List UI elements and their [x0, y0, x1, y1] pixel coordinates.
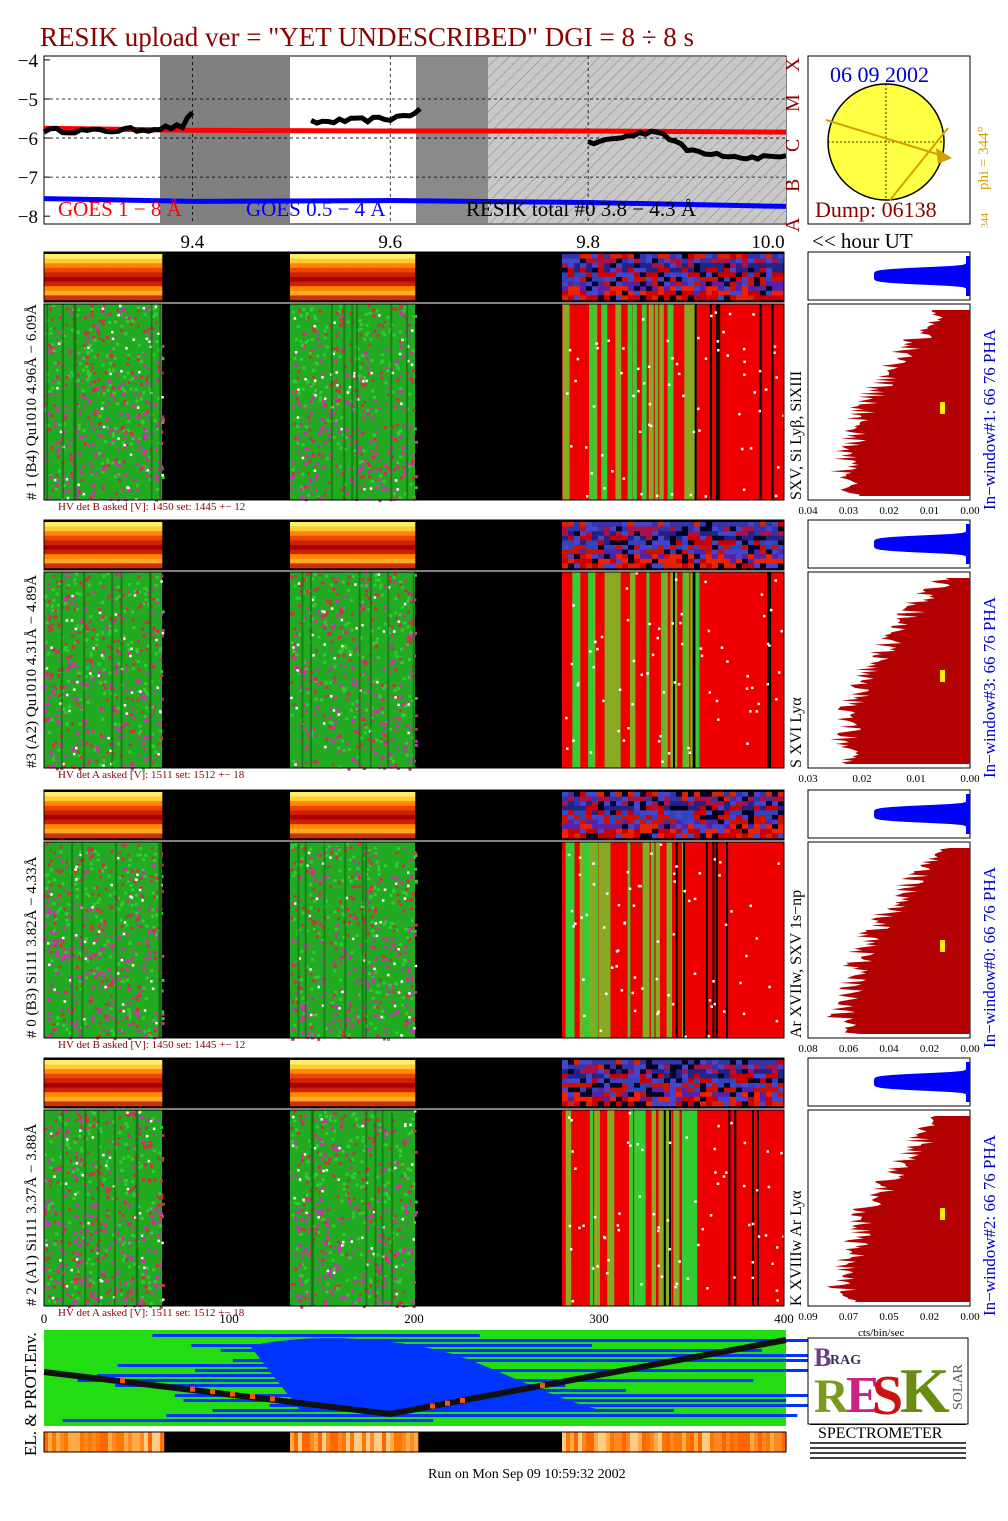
window-label: In−window#2: 66 76 PHA	[980, 1134, 999, 1316]
bin-tick-label: 0	[41, 1311, 48, 1326]
logo-text: SPECTROMETER	[818, 1425, 943, 1442]
hist-tick-label: 0.01	[920, 505, 939, 517]
hist-tick-label: 0.04	[798, 505, 818, 517]
x-tick-label: 9.4	[181, 232, 205, 253]
count-histogram	[830, 578, 970, 764]
hv-label: HV det A asked [V]: 1511 set: 1512 +− 18	[58, 769, 245, 781]
footer-run-info: Run on Mon Sep 09 10:59:32 2002	[428, 1467, 626, 1482]
hist-tick-label: 0.00	[960, 773, 980, 785]
spectra-channels: # 1 (B4) Qu1010 4.96Å − 6.09Å SXV, Si Lyβ…	[24, 251, 999, 1339]
goes-class-label: A	[782, 217, 804, 232]
pha-histogram	[874, 794, 970, 834]
hist-tick-label: 0.05	[879, 1311, 899, 1323]
pha-histogram	[874, 256, 970, 296]
spectral-lines-label: SXV, Si Lyβ, SiXIII	[788, 371, 805, 500]
environment-panel: EL. & PROT.Env.	[21, 1330, 917, 1456]
hist-tick-label: 0.02	[852, 773, 871, 785]
resik-segment	[310, 106, 422, 126]
y-tick-label: −7	[18, 168, 38, 189]
pha-histogram	[874, 524, 970, 564]
phi-arrow	[825, 119, 952, 201]
hist-tick-label: 0.07	[839, 1311, 859, 1323]
hist-tick-label: 0.00	[960, 505, 980, 517]
channel-label: # 1 (B4) Qu1010 4.96Å − 6.09Å	[24, 304, 40, 500]
hv-label: HV det B asked [V]: 1450 set: 1445 +− 12	[58, 1039, 245, 1051]
dump-label: Dump: 06138	[815, 197, 937, 222]
hist-tick-label: 0.08	[798, 1043, 818, 1055]
resik-segment	[587, 128, 787, 162]
goes-class-label: B	[782, 179, 804, 192]
hist-tick-label: 0.00	[960, 1043, 980, 1055]
x-tick-label: 10.0	[751, 232, 784, 253]
y-tick-label: −4	[18, 51, 39, 72]
sun-panel: 06 09 2002 Dump: 06138 phi = 344° 344	[807, 55, 992, 228]
channel-label: # 2 (A1) Si111 3.37Å − 3.88Å	[24, 1123, 40, 1306]
channel-label: # 0 (B3) Si111 3.82Å − 4.33Å	[24, 856, 40, 1038]
channel-3: # 2 (A1) Si111 3.37Å − 3.88Å K XVIIIw Ar …	[24, 1057, 999, 1323]
env-label: EL. & PROT.Env.	[21, 1332, 40, 1456]
x-tick-label: 9.6	[378, 232, 402, 253]
goes-class-label: C	[782, 139, 804, 152]
count-histogram	[826, 1116, 970, 1302]
lightcurve-x-ticks: 9.4 9.6 9.8 10.0	[181, 232, 785, 253]
y-tick-label: −6	[18, 129, 38, 150]
y-tick-label: −8	[18, 207, 38, 228]
bin-tick-label: 400	[774, 1311, 794, 1326]
bin-tick-label: 200	[404, 1311, 424, 1326]
legend-goes-long: GOES 1 − 8 Å	[58, 197, 183, 221]
channel-2: # 0 (B3) Si111 3.82Å − 4.33Å Ar XVIIw, SX…	[24, 789, 999, 1055]
hist-tick-label: 0.01	[906, 773, 925, 785]
sun-date: 06 09 2002	[830, 62, 929, 87]
pha-histogram	[874, 1062, 970, 1102]
window-label: In−window#0: 66 76 PHA	[980, 866, 999, 1048]
lightcurve-grid	[44, 56, 786, 224]
lightcurve-y-ticks: −4 −5 −6 −7 −8	[18, 51, 50, 228]
hist-tick-label: 0.00	[960, 1311, 980, 1323]
hv-label: HV det A asked [V]: 1511 set: 1512 +− 18	[58, 1307, 245, 1319]
spectral-lines-label: Ar XVIIw, SXV 1s−np	[788, 890, 805, 1038]
resik-logo: B RAG R E S K SOLAR SPECTROMETER	[807, 1337, 969, 1459]
hist-tick-label: 0.02	[920, 1311, 939, 1323]
x-axis-label: << hour UT	[812, 229, 913, 253]
phi-label: phi = 344°	[976, 126, 992, 190]
hist-tick-label: 0.02	[920, 1043, 939, 1055]
bin-tick-label: 100	[219, 1311, 239, 1326]
count-histogram	[830, 310, 970, 496]
goes-class-labels: X M C B A	[782, 57, 804, 232]
spectral-lines-label: K XVIIIw Ar Lyα	[788, 1190, 805, 1306]
goes-class-label: M	[782, 94, 804, 112]
channel-label: #3 (A2) Qu1010 4.31Å − 4.89Å	[24, 575, 40, 768]
legend-resik-total: RESIK total #0 3.8 − 4.3 Å	[466, 197, 697, 221]
hist-tick-label: 0.02	[879, 505, 898, 517]
hist-tick-label: 0.09	[798, 1311, 818, 1323]
hist-tick-label: 0.04	[879, 1043, 899, 1055]
window-label: In−window#1: 66 76 PHA	[980, 328, 999, 510]
series-line-1	[43, 196, 787, 209]
page-title: RESIK upload ver = "YET UNDESCRIBED" DGI…	[40, 22, 694, 52]
phi-small-label: 344	[980, 213, 991, 228]
hist-tick-label: 0.03	[839, 505, 859, 517]
spectral-lines-label: S XVI Lyα	[788, 697, 805, 768]
bin-tick-label: 300	[589, 1311, 609, 1326]
x-tick-label: 9.8	[576, 232, 600, 253]
hist-x-label: cts/bin/sec	[858, 1327, 905, 1339]
gap-shade-1	[160, 57, 290, 223]
legend-goes-short: GOES 0.5 − 4 Å	[246, 197, 386, 221]
window-label: In−window#3: 66 76 PHA	[980, 596, 999, 778]
channel-1: #3 (A2) Qu1010 4.31Å − 4.89Å S XVI Lyα HV …	[24, 519, 999, 785]
channel-0: # 1 (B4) Qu1010 4.96Å − 6.09Å SXV, Si Lyβ…	[24, 251, 999, 517]
resik-segment	[42, 110, 195, 136]
lightcurve-panel: −4 −5 −6 −7 −8 X M C B A GOES 1 − 8 Å GOES 0.5 −…	[18, 51, 913, 253]
hist-tick-label: 0.03	[798, 773, 818, 785]
hist-tick-label: 0.06	[839, 1043, 859, 1055]
y-tick-label: −5	[18, 90, 38, 111]
count-histogram	[826, 848, 970, 1034]
lightcurve-lines	[42, 106, 787, 209]
hv-label: HV det B asked [V]: 1450 set: 1445 +− 12	[58, 501, 245, 513]
goes-class-label: X	[782, 57, 804, 72]
